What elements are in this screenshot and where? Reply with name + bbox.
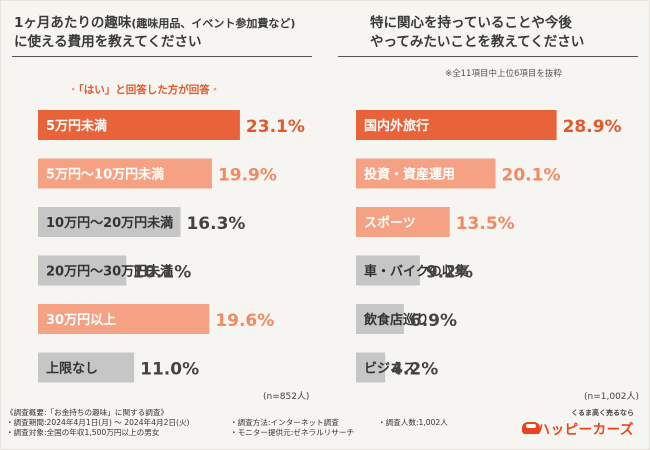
left-bar-1 <box>38 110 240 140</box>
right-value-label-2: 20.1% <box>502 166 561 186</box>
left-bar-6 <box>38 352 135 383</box>
logo-tagline: くるま高く売るなら <box>571 409 634 417</box>
monitor-provider: ・モニター提供元:ゼネラルリサーチ <box>230 428 355 437</box>
right-value-label-4: 9.2% <box>426 263 473 283</box>
right-bar-4 <box>356 255 420 286</box>
left-bar-chart: 5万円未満 23.1% 5万円〜10万円未満 19.9% 10万円〜20万円未満 16.3… <box>38 110 305 383</box>
left-category-label-3: 10万円〜20万円未満 <box>46 215 173 231</box>
right-category-label-3: スポーツ <box>364 215 416 231</box>
left-bar-3 <box>38 207 181 237</box>
left-value-label-3: 16.3% <box>186 214 245 234</box>
survey-period: ・調査期間:2024年4月1日(月) 〜 2024年4月2日(火) <box>6 418 190 427</box>
left-category-label-5: 30万円以上 <box>46 313 116 328</box>
right-value-label-1: 28.9% <box>563 117 622 137</box>
survey-target: ・調査対象:全国の年収1,500万円以上の男女 <box>6 428 160 437</box>
note-text: 「はい」と回答した方が回答 <box>78 84 210 96</box>
note-bullet-left: ・ <box>68 84 79 96</box>
left-title-line1: 1ヶ月あたりの趣味 <box>14 15 132 31</box>
left-title-rule <box>12 56 312 57</box>
right-title-line2: やってみたいことを教えてください <box>370 34 585 50</box>
left-category-label-2: 5万円〜10万円未満 <box>46 167 164 183</box>
right-value-label-6: 4.2% <box>391 360 438 380</box>
left-chart-title: 1ヶ月あたりの趣味(趣味用品、イベント参加費など) に使える費用を教えてください <box>14 14 295 52</box>
right-category-label-5: 飲食店巡り <box>363 312 429 328</box>
note-bullet-right: ・ <box>209 84 221 96</box>
left-value-label-4: 10.1% <box>132 263 191 283</box>
left-value-label-5: 19.6% <box>215 311 274 331</box>
right-title-line1: 特に関心を持っていることや今後 <box>370 15 572 31</box>
left-value-label-2: 19.9% <box>218 166 277 186</box>
right-bar-5 <box>356 304 404 334</box>
left-title-line2: に使える費用を教えてください <box>14 34 202 50</box>
right-category-label-6: ビジネス <box>364 361 416 377</box>
left-title-paren: (趣味用品、イベント参加費など) <box>131 17 296 30</box>
survey-overview: 《調査概要:「お金持ちの趣味」に関する調査》 <box>6 408 169 417</box>
right-sample-size: (n=1,002人) <box>584 392 640 402</box>
right-category-label-4: 車・バイクの収集 <box>364 264 469 280</box>
left-category-label-4: 20万円〜30万円未満 <box>46 264 173 280</box>
logo-brand: ハッピーカーズ <box>536 422 634 438</box>
left-value-label-1: 23.1% <box>246 117 305 137</box>
car-icon <box>522 422 540 434</box>
left-sample-size: (n=852人) <box>263 392 310 402</box>
right-title-rule <box>338 56 638 57</box>
left-bar-2 <box>38 158 212 189</box>
right-bar-2 <box>356 158 496 189</box>
right-value-label-5: 6.9% <box>410 311 457 331</box>
right-category-label-1: 国内外旅行 <box>364 118 429 134</box>
survey-respondents: ・調査人数:1,002人 <box>378 418 448 427</box>
right-bar-6 <box>356 352 386 383</box>
survey-method: ・調査方法:インターネット調査 <box>230 418 339 427</box>
right-value-label-3: 13.5% <box>456 214 515 234</box>
right-category-label-2: 投資・資産運用 <box>364 167 455 183</box>
right-bar-chart: 国内外旅行 28.9% 投資・資産運用 20.1% スポーツ 13.5% 車・バイクの収集9… <box>356 110 622 383</box>
right-chart-note: ※全11項目中上位6項目を抜粋 <box>445 69 562 79</box>
left-bar-4 <box>38 255 127 286</box>
left-chart-note: ・「はい」と回答した方が回答・ <box>68 82 220 97</box>
left-category-label-1: 5万円未満 <box>46 118 107 134</box>
left-bar-5 <box>38 304 210 334</box>
left-category-label-6: 上限なし <box>46 362 98 377</box>
right-bar-1 <box>356 110 557 140</box>
right-chart-title: 特に関心を持っていることや今後 やってみたいことを教えてください <box>370 14 584 52</box>
happy-cars-logo: くるま高く売るなら ハッピーカーズ <box>518 408 638 442</box>
left-value-label-6: 11.0% <box>140 360 199 380</box>
right-bar-3 <box>356 207 450 237</box>
